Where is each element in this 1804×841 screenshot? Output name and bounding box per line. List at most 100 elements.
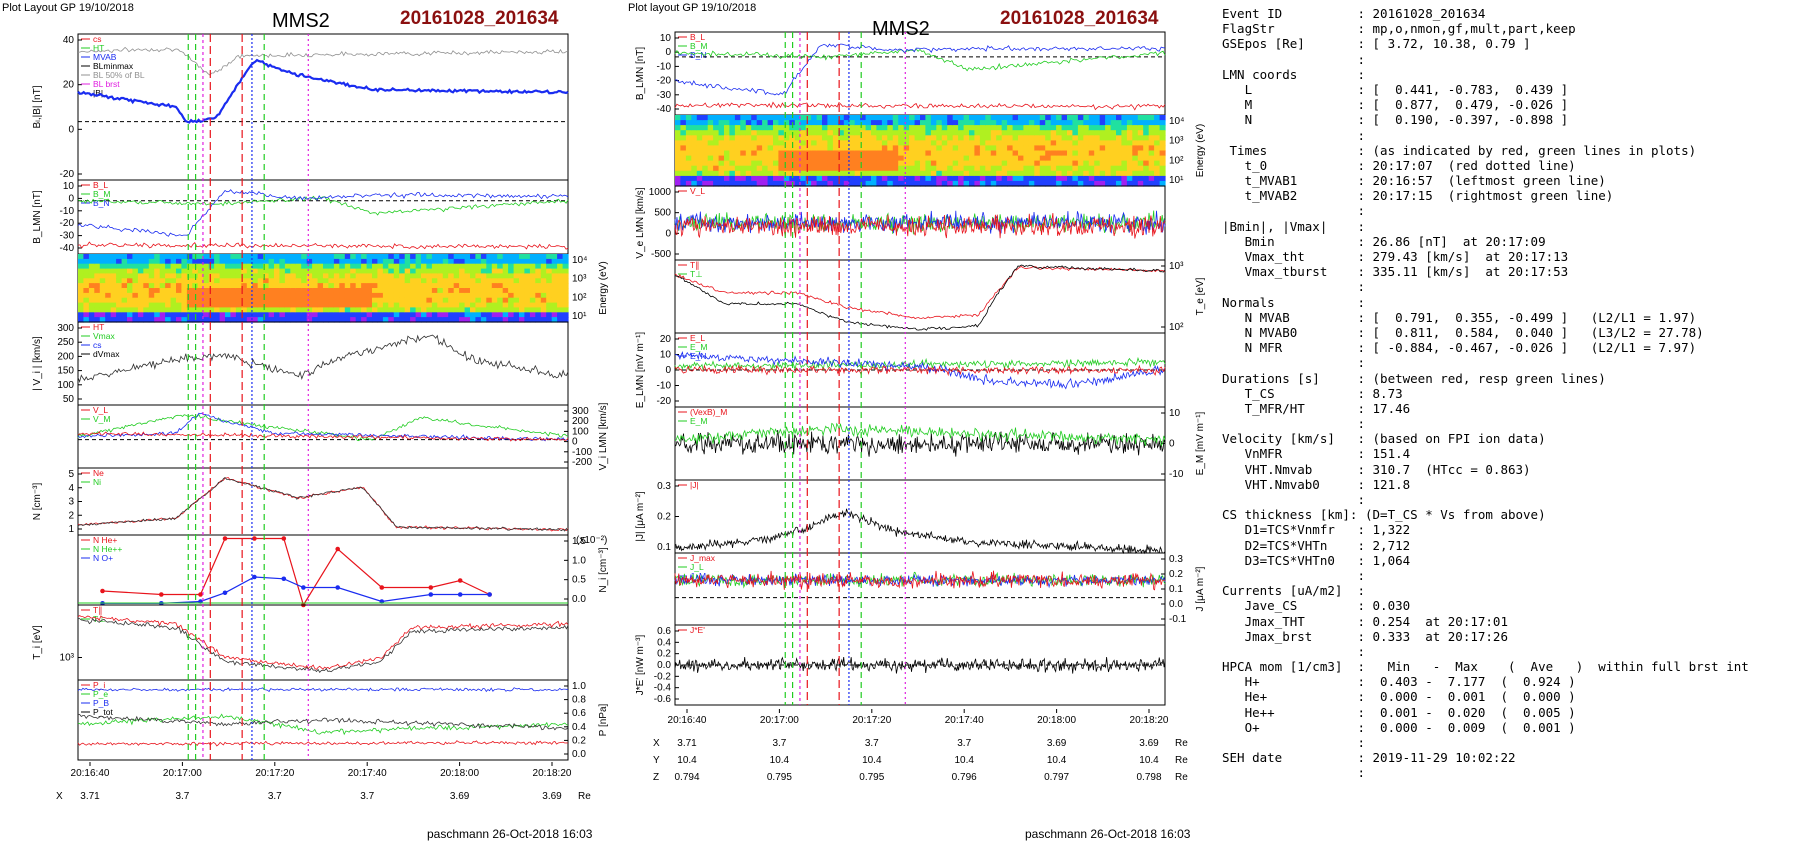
spectrogram-cell — [1067, 155, 1073, 162]
spectrogram-cell — [822, 165, 828, 172]
spectrogram-cell — [301, 268, 308, 275]
info-line: N MVAB : [ 0.791, 0.355, -0.499 ] (L2/L1… — [1222, 309, 1697, 325]
spectrogram-cell — [958, 145, 965, 152]
spectrogram-cell — [529, 273, 536, 279]
spectrogram-cell — [843, 140, 850, 147]
spectrogram-cell — [702, 180, 709, 187]
y-tick-label: 500 — [654, 208, 671, 219]
spectrogram-cell — [350, 317, 357, 323]
spectrogram-cell — [903, 125, 910, 131]
spectrogram-cell — [426, 302, 433, 309]
panel-frame-jlmn — [674, 552, 1166, 626]
spectrogram-cell — [1132, 165, 1139, 172]
spectrogram-cell — [437, 297, 444, 304]
spectrogram-cell — [1110, 145, 1117, 152]
spectrogram-cell — [442, 268, 449, 275]
spectrogram-cell — [519, 307, 525, 313]
spectrogram-cell — [941, 155, 948, 162]
spectrogram-cell — [105, 307, 112, 313]
info-line: N : [ 0.190, -0.397, -0.898 ] — [1222, 112, 1569, 128]
spectrogram-cell — [437, 283, 444, 289]
legend-entry: B_N — [93, 198, 110, 208]
spectrogram-cell — [246, 278, 253, 284]
spectrogram-cell — [431, 297, 438, 304]
spectrogram-cell — [350, 273, 357, 279]
spectrogram-cell — [355, 273, 362, 279]
spectrogram-cell — [448, 312, 455, 318]
spectrogram-cell — [170, 288, 177, 294]
spectrogram-cell — [881, 120, 888, 126]
spectrogram-cell — [1056, 165, 1063, 172]
spectrogram-cell — [333, 258, 340, 265]
spectrogram-cell — [892, 155, 899, 162]
spectrogram-cell — [491, 288, 498, 294]
spectrogram-cell — [936, 145, 943, 152]
spectrogram-cell — [1154, 170, 1161, 177]
spectrogram-cell — [497, 297, 504, 304]
spectrogram-cell — [1088, 150, 1095, 157]
spectrogram-cell — [675, 120, 681, 126]
spectrogram-cell — [208, 268, 215, 275]
spectrogram-cell — [925, 170, 932, 177]
spectrogram-cell — [1148, 180, 1155, 187]
spectrogram-cell — [442, 292, 449, 299]
spectrogram-cell — [219, 278, 226, 284]
spectrogram-cell — [1132, 180, 1139, 187]
spectrogram-cell — [350, 307, 357, 313]
spectrogram-cell — [1121, 115, 1128, 121]
y-axis-label: E_M [mV m⁻¹] — [1195, 411, 1206, 475]
spectrogram-cell — [546, 302, 553, 309]
spectrogram-cell — [1067, 165, 1073, 172]
spectrogram-cell — [350, 312, 357, 318]
spectrogram-cell — [756, 160, 763, 167]
spectrogram-cell — [909, 165, 916, 172]
spectrogram-cell — [767, 160, 774, 167]
spectrogram-cell — [1023, 170, 1030, 177]
spectrogram-cell — [930, 175, 937, 182]
spectrogram-cell — [535, 317, 542, 323]
spectrogram-cell — [312, 254, 319, 260]
spectrogram-cell — [508, 273, 515, 279]
spectrogram-cell — [805, 165, 812, 172]
y-tick-label: -30 — [60, 231, 75, 242]
spectrogram-cell — [778, 135, 785, 141]
y-tick-label: 10 — [660, 350, 672, 361]
spectrogram-cell — [546, 254, 553, 260]
spectrogram-cell — [415, 288, 422, 294]
spectrogram-cell — [1126, 175, 1133, 182]
spectrogram-cell — [1012, 180, 1019, 187]
spectrogram-cell — [920, 130, 926, 136]
spectrogram-cell — [881, 165, 888, 172]
spectrogram-cell — [388, 254, 395, 260]
spectrogram-cell — [279, 254, 286, 260]
spectrogram-cell — [431, 278, 438, 284]
spectrogram-cell — [497, 307, 504, 313]
spectrogram-cell — [470, 312, 476, 318]
spectrogram-cell — [513, 297, 520, 304]
spectrogram-cell — [1012, 140, 1019, 147]
spectrogram-cell — [491, 263, 498, 270]
spectrogram-cell — [876, 130, 883, 136]
BL-trace — [77, 189, 569, 237]
spectrogram-cell — [1001, 175, 1008, 182]
spectrogram-cell — [914, 180, 921, 187]
spectrogram-cell — [1083, 160, 1090, 167]
JN-trace — [674, 570, 1166, 591]
spectrogram-cell — [437, 317, 444, 323]
spectrogram-cell — [208, 312, 215, 318]
spectrogram-cell — [480, 312, 487, 318]
spectrogram-cell — [170, 312, 177, 318]
orbit-value: 0.795 — [767, 772, 792, 783]
spectrogram-cell — [979, 150, 986, 157]
spectrogram-cell — [1094, 145, 1101, 152]
spectrogram-cell — [1088, 155, 1095, 162]
spectrogram-cell — [1056, 120, 1063, 126]
spectrogram-cell — [284, 297, 291, 304]
spectrogram-cell — [382, 297, 389, 304]
spectrogram-cell — [143, 302, 150, 309]
spectrogram-cell — [1045, 160, 1052, 167]
spectrogram-cell — [1137, 145, 1144, 152]
spectrogram-cell — [127, 312, 133, 318]
spectrogram-cell — [393, 302, 400, 309]
spectrogram-cell — [843, 165, 850, 172]
